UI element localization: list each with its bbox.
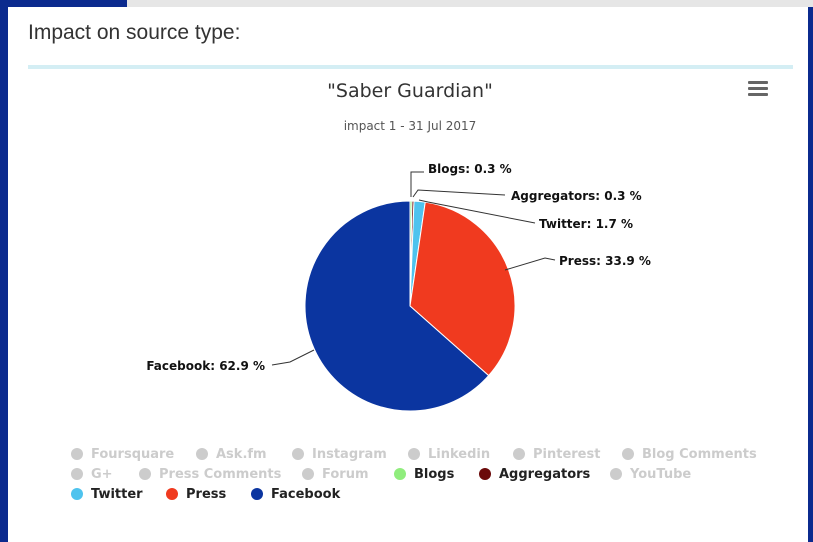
legend-item-press[interactable]: Press [166, 487, 226, 502]
pie-slice-press[interactable] [409, 201, 516, 377]
legend-item-blog-comments[interactable]: Blog Comments [622, 447, 757, 462]
connector-twitter [418, 199, 536, 224]
legend-label: YouTube [629, 467, 691, 482]
legend-item-forum[interactable]: Forum [302, 467, 369, 482]
legend-item-ask-fm[interactable]: Ask.fm [196, 447, 267, 462]
legend-item-pinterest[interactable]: Pinterest [513, 447, 600, 462]
data-label-twitter: Twitter: 1.7 % [539, 217, 633, 231]
legend-item-twitter[interactable]: Twitter [71, 487, 143, 502]
legend-label: Linkedin [428, 447, 490, 462]
legend-label: Pinterest [533, 447, 600, 462]
data-label-facebook: Facebook: 62.9 % [146, 359, 265, 373]
legend-marker [251, 488, 263, 500]
section-title: Impact on source type: [28, 21, 241, 44]
legend-marker [479, 468, 491, 480]
legend-item-instagram[interactable]: Instagram [292, 447, 387, 462]
legend-item-youtube[interactable]: YouTube [610, 467, 691, 482]
chart-subtitle: impact 1 - 31 Jul 2017 [344, 119, 477, 133]
legend-label: Twitter [91, 487, 143, 502]
legend-label: Aggregators [499, 467, 591, 482]
legend-marker [71, 468, 83, 480]
legend-marker [292, 448, 304, 460]
legend-item-linkedin[interactable]: Linkedin [408, 447, 490, 462]
legend-label: Blogs [414, 467, 455, 482]
chart-title: "Saber Guardian" [327, 80, 493, 102]
pie-slice-facebook[interactable] [304, 200, 490, 412]
legend-marker [166, 488, 178, 500]
connector-aggregators [412, 189, 506, 198]
section-divider [28, 65, 793, 69]
legend-item-g-[interactable]: G+ [71, 467, 113, 482]
data-label-aggregators: Aggregators: 0.3 % [511, 189, 642, 203]
legend-marker [408, 448, 420, 460]
legend-item-facebook[interactable]: Facebook [251, 487, 341, 502]
data-label-blogs: Blogs: 0.3 % [428, 162, 512, 176]
legend-item-press-comments[interactable]: Press Comments [139, 467, 282, 482]
legend-marker [622, 448, 634, 460]
legend-marker [71, 488, 83, 500]
legend-marker [610, 468, 622, 480]
legend-label: Foursquare [91, 447, 174, 462]
legend-label: Forum [322, 467, 369, 482]
legend-marker [302, 468, 314, 480]
data-label-press: Press: 33.9 % [559, 254, 651, 268]
legend-item-foursquare[interactable]: Foursquare [71, 447, 174, 462]
hamburger-menu-icon[interactable] [748, 79, 768, 96]
connector-press [504, 257, 556, 271]
legend-marker [513, 448, 525, 460]
legend-label: Blog Comments [642, 447, 757, 462]
legend-label: Facebook [271, 487, 341, 502]
legend-label: Press [186, 487, 226, 502]
legend-label: Ask.fm [216, 447, 267, 462]
legend-marker [394, 468, 406, 480]
top-strip [127, 0, 813, 7]
legend-marker [196, 448, 208, 460]
legend-label: Press Comments [159, 467, 282, 482]
legend-marker [71, 448, 83, 460]
connector-blogs [410, 171, 424, 197]
legend-item-aggregators[interactable]: Aggregators [479, 467, 591, 482]
legend-marker [139, 468, 151, 480]
legend-item-blogs[interactable]: Blogs [394, 467, 455, 482]
legend-label: Instagram [312, 447, 387, 462]
connector-facebook [271, 349, 315, 366]
legend-label: G+ [91, 467, 113, 482]
